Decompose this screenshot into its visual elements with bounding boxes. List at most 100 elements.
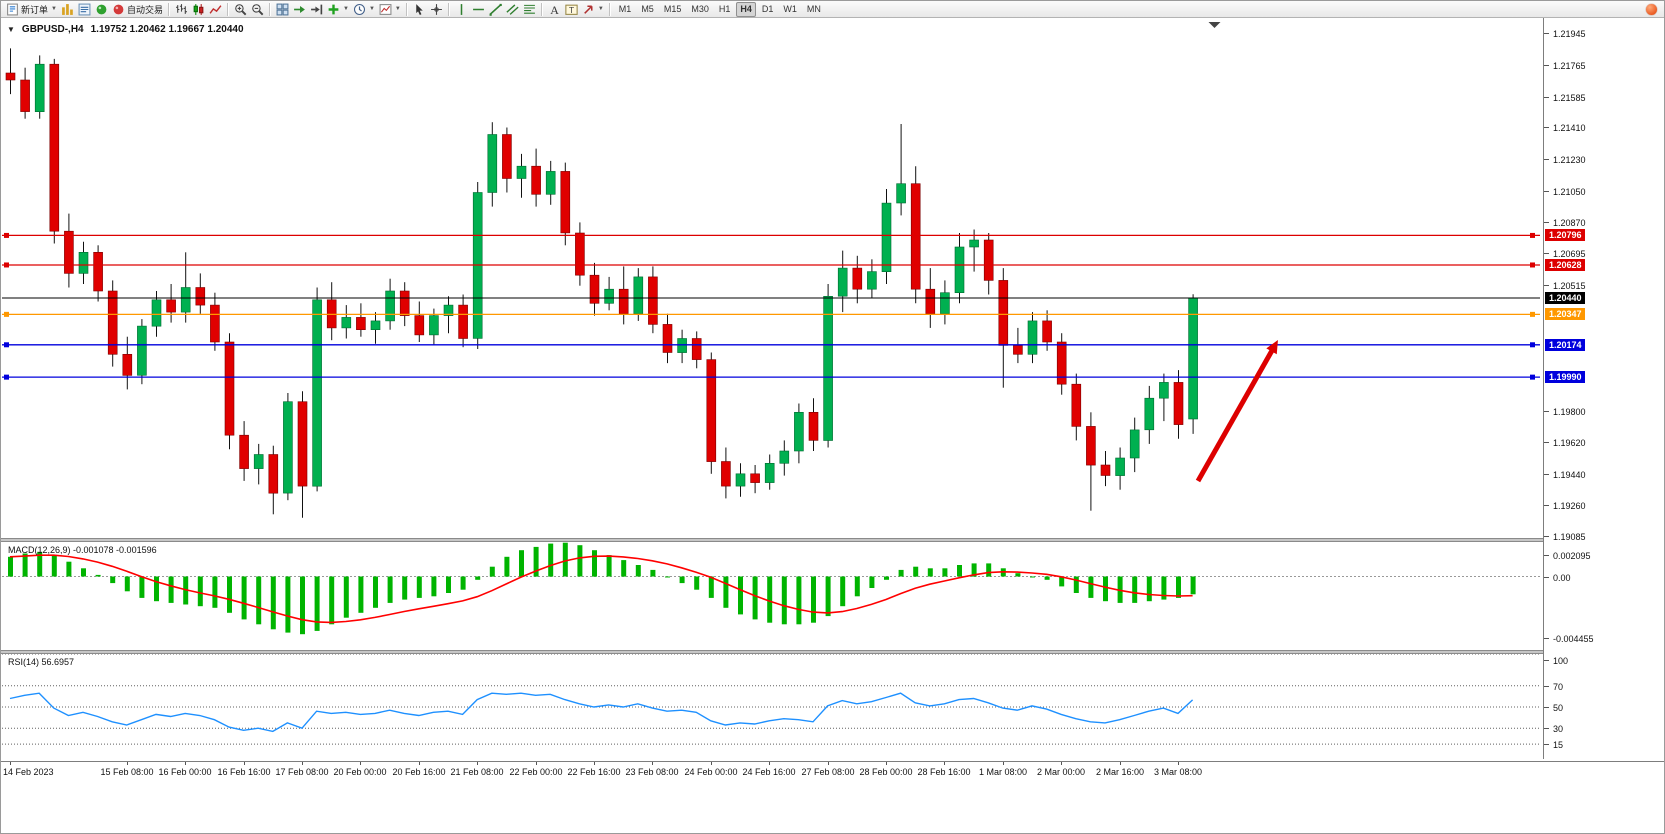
zoom-out-button[interactable] bbox=[249, 2, 266, 17]
periods-icon bbox=[353, 3, 366, 16]
timeframe-m1-button[interactable]: M1 bbox=[618, 3, 632, 14]
zoom-in-button[interactable] bbox=[232, 2, 249, 17]
pivot-line-handle[interactable] bbox=[4, 311, 9, 317]
candle bbox=[137, 319, 147, 385]
timeframe-m30-button[interactable]: M30 bbox=[691, 3, 709, 14]
rsi-pane[interactable] bbox=[2, 654, 1542, 760]
candle bbox=[604, 276, 614, 311]
timeframe-w1-button[interactable]: W1 bbox=[783, 3, 797, 14]
support-line-1-handle[interactable] bbox=[4, 342, 9, 348]
cursor-button[interactable] bbox=[411, 2, 428, 17]
resistance-line-2-handle[interactable] bbox=[4, 262, 9, 268]
timeframe-mn-button[interactable]: MN bbox=[806, 3, 821, 14]
axis-tick bbox=[1544, 728, 1549, 730]
toolbar-separator bbox=[405, 2, 408, 16]
macd-histogram-bar bbox=[416, 576, 422, 598]
periods-button[interactable]: ▼ bbox=[351, 2, 377, 17]
trend-arrow-annotation[interactable] bbox=[1195, 340, 1278, 483]
community-button[interactable] bbox=[93, 2, 110, 17]
chart-shift-button[interactable] bbox=[308, 2, 325, 17]
macd-histogram-bar bbox=[898, 569, 904, 577]
time-tick bbox=[244, 762, 245, 765]
candle bbox=[180, 252, 191, 323]
pane-splitter-macd[interactable] bbox=[1, 538, 1543, 542]
time-tick bbox=[769, 762, 770, 765]
svg-text:A: A bbox=[550, 3, 559, 16]
macd-histogram-bar bbox=[913, 566, 919, 577]
support-line-2-handle[interactable] bbox=[1530, 374, 1535, 380]
arrows-button[interactable]: ▼ bbox=[580, 2, 606, 17]
macd-histogram-bar bbox=[1059, 576, 1065, 587]
macd-histogram-bar bbox=[343, 576, 349, 618]
macd-histogram-bar bbox=[446, 576, 451, 593]
macd-histogram-bar bbox=[1030, 576, 1035, 578]
candle bbox=[253, 443, 264, 485]
charts-button[interactable] bbox=[59, 2, 76, 17]
vertical-line-button[interactable] bbox=[453, 2, 470, 17]
macd-histogram-bar bbox=[723, 576, 729, 608]
time-axis[interactable]: 14 Feb 2023 15 Feb 08:00 16 Feb 00:00 16 Fe… bbox=[1, 761, 1664, 781]
time-tick bbox=[944, 762, 945, 765]
macd-histogram-bar bbox=[840, 576, 846, 607]
pane-splitter-rsi[interactable] bbox=[1, 650, 1543, 654]
auto-scroll-button[interactable] bbox=[291, 2, 308, 17]
tile-windows-button[interactable] bbox=[274, 2, 291, 17]
candle bbox=[312, 287, 322, 492]
time-tick bbox=[185, 762, 186, 765]
macd-histogram-bar bbox=[694, 576, 700, 590]
chart-shift-marker-icon[interactable] bbox=[1208, 22, 1221, 28]
macd-pane[interactable] bbox=[2, 542, 1542, 650]
support-line-2-handle[interactable] bbox=[4, 374, 9, 380]
resistance-line-2-handle[interactable] bbox=[1530, 262, 1535, 268]
new-order-button[interactable]: 新订单 ▼ bbox=[4, 2, 59, 17]
resistance-line-1-handle[interactable] bbox=[1530, 232, 1535, 238]
candle bbox=[677, 329, 687, 364]
autotrading-button[interactable]: 自动交易 bbox=[110, 2, 165, 17]
line-chart-button[interactable] bbox=[207, 2, 224, 17]
trendline-button[interactable] bbox=[487, 2, 504, 17]
support-line-1-handle[interactable] bbox=[1530, 342, 1535, 348]
price-tick-label: 1.19620 bbox=[1553, 438, 1586, 448]
candle bbox=[735, 463, 746, 497]
macd-histogram-bar bbox=[854, 576, 860, 597]
text-button[interactable]: A bbox=[546, 2, 563, 17]
timeframe-d1-button[interactable]: D1 bbox=[761, 3, 774, 14]
bar-chart-button[interactable] bbox=[173, 2, 190, 17]
price-axis[interactable]: 1.21945 1.21765 1.21585 1.21410 1.21230 1.210… bbox=[1543, 18, 1664, 759]
notification-badge-icon[interactable] bbox=[1646, 4, 1657, 15]
dropdown-arrow-icon: ▼ bbox=[51, 6, 57, 12]
indicators-button[interactable]: ▼ bbox=[325, 2, 351, 17]
timeframe-h1-button[interactable]: H1 bbox=[718, 3, 731, 14]
candle bbox=[224, 333, 235, 450]
candle bbox=[881, 189, 892, 284]
crosshair-icon bbox=[430, 3, 443, 16]
templates-button[interactable]: ▼ bbox=[377, 2, 403, 17]
fibonacci-button[interactable] bbox=[521, 2, 538, 17]
resistance-line-1-handle[interactable] bbox=[4, 232, 9, 238]
horizontal-line-button[interactable] bbox=[470, 2, 487, 17]
text-label-icon: T bbox=[565, 3, 578, 16]
pivot-line-handle[interactable] bbox=[1530, 311, 1535, 317]
timeframe-m15-button[interactable]: M15 bbox=[663, 3, 682, 14]
market-watch-button[interactable] bbox=[76, 2, 93, 17]
candle bbox=[867, 259, 877, 298]
equidistant-channel-button[interactable] bbox=[504, 2, 521, 17]
collapse-panel-arrow-icon[interactable]: ▼ bbox=[7, 25, 15, 34]
timeframe-m5-button[interactable]: M5 bbox=[641, 3, 654, 14]
macd-histogram-bar bbox=[957, 565, 962, 577]
price-tag-1.20174: 1.20174 bbox=[1545, 339, 1585, 351]
candle bbox=[326, 282, 337, 341]
candle bbox=[107, 280, 118, 367]
axis-tick bbox=[1544, 127, 1549, 128]
crosshair-button[interactable] bbox=[428, 2, 445, 17]
candlestick-button[interactable] bbox=[190, 2, 207, 17]
tile-windows-icon bbox=[276, 3, 289, 16]
timeframe-h4-button[interactable]: H4 bbox=[736, 1, 756, 17]
text-label-button[interactable]: T bbox=[563, 2, 580, 17]
time-tick bbox=[360, 762, 361, 765]
main-price-pane[interactable] bbox=[2, 22, 1542, 538]
axis-tick bbox=[1544, 33, 1549, 34]
macd-histogram-bar bbox=[1176, 576, 1181, 598]
candle bbox=[195, 273, 206, 314]
candle bbox=[940, 280, 950, 325]
